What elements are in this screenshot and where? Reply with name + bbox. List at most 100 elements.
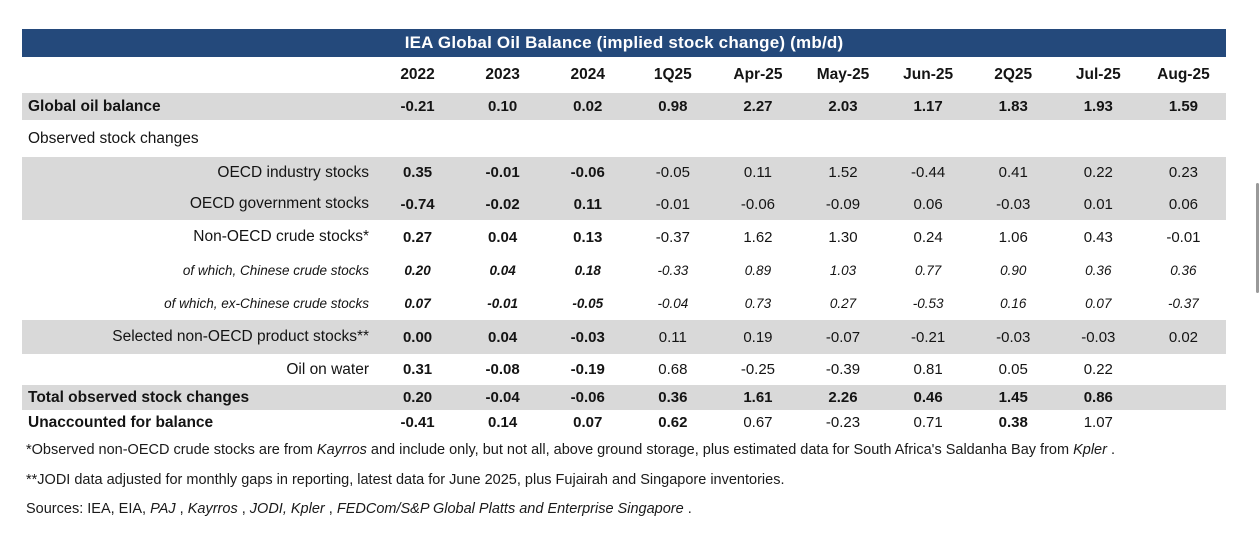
value-cell: 1.52 — [828, 164, 858, 181]
value-cell: -0.53 — [912, 296, 944, 311]
value-cell: 1.83 — [998, 98, 1028, 115]
value-cell: 0.05 — [998, 361, 1028, 378]
value-cell — [1141, 354, 1226, 385]
value-cell: 0.62 — [658, 414, 688, 431]
table-row: Observed stock changes — [22, 120, 1226, 157]
vertical-scrollbar-thumb[interactable] — [1256, 183, 1259, 293]
value-cell: -0.04 — [485, 389, 520, 406]
row-label: Selected non-OECD product stocks** — [112, 328, 370, 345]
footnote-text: . — [683, 501, 692, 517]
value-cell: 0.22 — [1083, 361, 1113, 378]
value-cell: 0.46 — [913, 389, 943, 406]
value-cell: -0.03 — [570, 328, 605, 346]
footnote-italic-text: FEDCom/S&P Global Platts and Enterprise … — [336, 501, 684, 517]
value-cell: 0.07 — [1085, 296, 1112, 311]
value-cell: 1.30 — [828, 228, 858, 246]
row-label: Oil on water — [286, 360, 370, 378]
value-cell — [1141, 120, 1226, 157]
value-cell: 0.43 — [1083, 228, 1113, 246]
value-cell: 0.04 — [488, 328, 518, 346]
column-header-Jun-25: Jun-25 — [903, 66, 954, 83]
value-cell: 1.45 — [998, 389, 1028, 406]
value-cell: 0.18 — [574, 263, 601, 278]
table-row: of which, ex-Chinese crude stocks 0.07 -0.… — [22, 287, 1226, 320]
table-row: Oil on water 0.31 -0.08 -0.19 0.68 -0.25 -0.39… — [22, 354, 1226, 385]
value-cell: -0.39 — [825, 361, 861, 378]
value-cell: -0.05 — [655, 164, 690, 181]
value-cell: -0.01 — [487, 296, 519, 311]
value-cell: -0.03 — [996, 328, 1031, 346]
table-row: Non-OECD crude stocks* 0.27 0.04 0.13 -0.37 1… — [22, 220, 1226, 254]
footnote-text: , — [324, 501, 337, 517]
value-cell: 1.62 — [743, 228, 773, 246]
footnote-italic-text: Kpler — [1073, 442, 1107, 458]
value-cell: 2.26 — [828, 389, 858, 406]
footnote-text: and include only, but not all, above gro… — [366, 442, 1074, 458]
column-header-2024: 2024 — [570, 66, 605, 83]
value-cell: -0.44 — [911, 164, 946, 181]
table-row: Total observed stock changes 0.20 -0.04 -0.… — [22, 385, 1226, 410]
value-cell: 0.27 — [829, 296, 857, 311]
value-cell: 0.22 — [1083, 164, 1113, 181]
value-cell: -0.04 — [657, 296, 689, 311]
value-cell: 0.20 — [404, 263, 431, 278]
value-cell: 0.13 — [573, 228, 603, 246]
row-label: Global oil balance — [28, 97, 161, 115]
value-cell: 0.38 — [998, 414, 1028, 431]
value-cell: -0.05 — [572, 296, 604, 311]
value-cell: -0.74 — [400, 195, 435, 213]
value-cell — [971, 120, 1056, 157]
value-cell: 0.90 — [1000, 263, 1027, 278]
value-cell: 0.77 — [914, 263, 942, 278]
value-cell: 2.03 — [828, 98, 858, 115]
row-label: of which, ex-Chinese crude stocks — [164, 296, 370, 311]
value-cell: -0.01 — [1166, 228, 1201, 246]
row-label: OECD government stocks — [189, 195, 370, 212]
value-cell — [1141, 385, 1226, 410]
value-cell: 0.71 — [913, 414, 943, 431]
value-cell: 1.03 — [829, 263, 857, 278]
value-cell — [375, 120, 460, 157]
oil-balance-table: 2022 2023 2024 1Q25 Apr-25 May-25 Jun-25 2Q25 Ju… — [22, 57, 1226, 435]
footnote-italic-text: PAJ — [150, 501, 176, 517]
value-cell — [1056, 120, 1141, 157]
value-cell: 0.06 — [1168, 195, 1199, 213]
value-cell: 0.11 — [743, 164, 772, 181]
value-cell: -0.01 — [655, 195, 690, 213]
table-row: OECD government stocks -0.74 -0.02 0.11 -0.0… — [22, 188, 1226, 220]
row-label: Non-OECD crude stocks* — [193, 228, 370, 245]
table-row: OECD industry stocks 0.35 -0.01 -0.06 -0.05 0… — [22, 157, 1226, 188]
value-cell — [800, 120, 885, 157]
value-cell — [545, 120, 630, 157]
column-header-1Q25: 1Q25 — [653, 66, 692, 83]
table-row: Selected non-OECD product stocks** 0.00 0.… — [22, 320, 1226, 354]
value-cell: 2.27 — [743, 98, 773, 115]
footnotes: *Observed non-OECD crude stocks are from… — [22, 442, 1226, 518]
value-cell: 0.02 — [1168, 328, 1199, 346]
footnote-text: Sources: IEA, EIA, — [26, 501, 151, 517]
table-row: Global oil balance -0.21 0.10 0.02 0.98 2.27 2… — [22, 93, 1226, 120]
value-cell — [630, 120, 715, 157]
value-cell: 0.68 — [658, 361, 688, 378]
value-cell: 0.98 — [658, 98, 688, 115]
row-label: Unaccounted for balance — [28, 413, 214, 431]
value-cell: 0.81 — [913, 361, 943, 378]
footnote-text: . — [1106, 442, 1115, 458]
value-cell: 0.35 — [402, 164, 433, 181]
footnote-text: , — [175, 501, 188, 517]
column-header-Aug-25: Aug-25 — [1157, 66, 1210, 83]
value-cell: 0.01 — [1083, 195, 1113, 213]
value-cell: 0.67 — [743, 414, 773, 431]
value-cell: 0.07 — [404, 296, 431, 311]
value-cell: -0.09 — [825, 195, 861, 213]
value-cell: 0.07 — [573, 414, 603, 431]
value-cell: -0.06 — [740, 195, 776, 213]
value-cell: -0.41 — [400, 414, 435, 431]
column-header-Apr-25: Apr-25 — [733, 66, 783, 83]
value-cell: -0.02 — [485, 195, 520, 213]
column-header-2Q25: 2Q25 — [994, 66, 1033, 83]
footnote-italic-text: Kpler — [290, 501, 325, 517]
footnote-text: *Observed non-OECD crude stocks are from — [26, 442, 317, 458]
footnote-text: , — [237, 501, 250, 517]
value-cell: 0.04 — [489, 263, 516, 278]
